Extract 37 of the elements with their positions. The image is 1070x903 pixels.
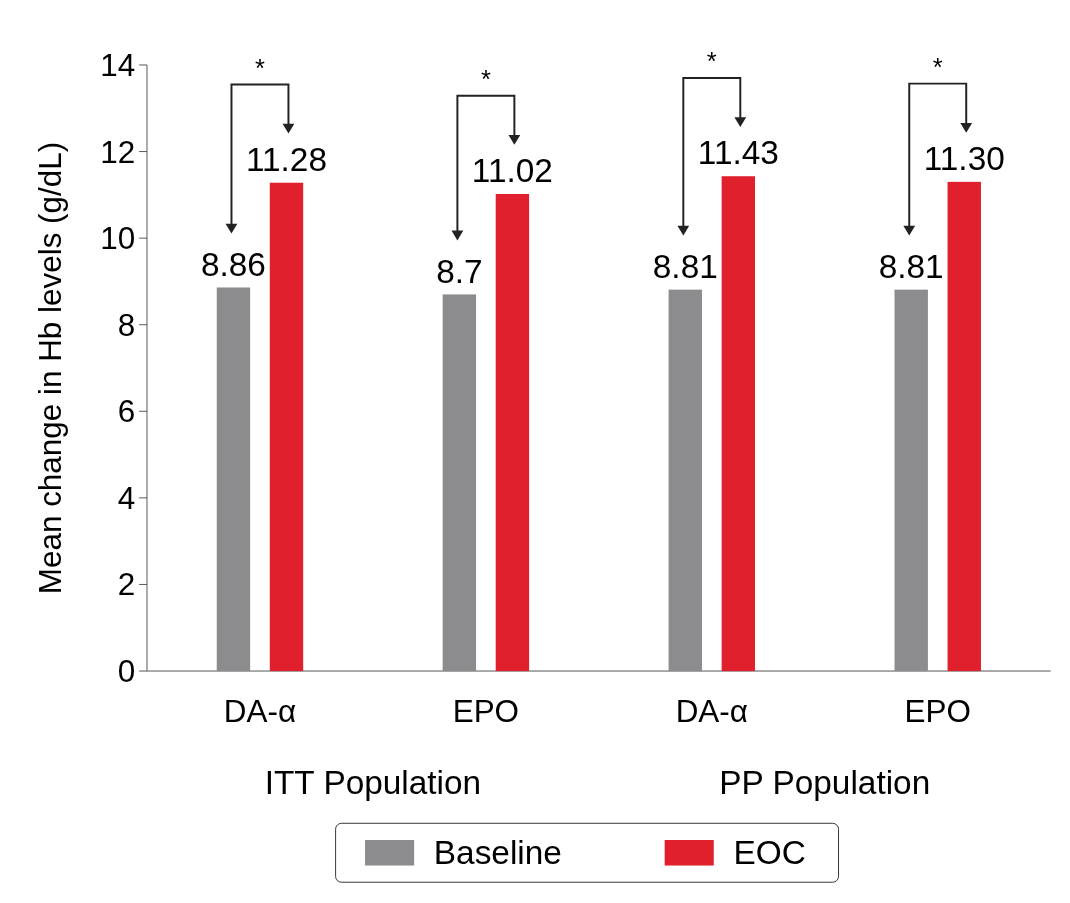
bar: [947, 181, 981, 672]
bar: [894, 289, 928, 672]
bar: [269, 182, 304, 672]
text: ITT Population: [264, 763, 482, 801]
annotation: *: [254, 53, 265, 82]
data-label: 11.02: [471, 152, 553, 190]
legend-label: Baseline: [433, 834, 562, 872]
annotation: *: [480, 64, 491, 93]
y-tick-label: 2: [117, 567, 136, 603]
data-label: 8.81: [878, 247, 944, 285]
y-tick-label: 10: [100, 221, 136, 257]
x-tick-label: EPO: [452, 694, 520, 730]
bar: [216, 287, 251, 672]
data-label: 11.43: [697, 134, 779, 172]
data-label: 11.30: [923, 140, 1005, 178]
bar: [495, 193, 530, 672]
x-tick-label: DA-α: [675, 694, 748, 730]
y-tick-label: 8: [117, 307, 136, 343]
data-label: 11.28: [245, 140, 328, 178]
y-tick-label: 14: [100, 47, 136, 83]
x-tick-label: DA-α: [223, 694, 297, 730]
x-tick-label: EPO: [904, 694, 971, 730]
bar: [721, 176, 756, 672]
bar: [668, 289, 702, 672]
y-axis-title: Mean change in Hb levels (g/dL): [32, 141, 68, 595]
bar: [442, 294, 477, 672]
legend-label: EOC: [733, 834, 806, 872]
annotation: *: [706, 47, 717, 76]
annotation: *: [932, 52, 943, 81]
y-tick-label: 4: [117, 480, 136, 516]
y-tick-label: 0: [117, 654, 136, 690]
data-label: 8.86: [200, 245, 266, 283]
data-label: 8.81: [652, 247, 718, 285]
data-label: 8.7: [436, 252, 483, 290]
y-tick-label: 12: [100, 134, 136, 170]
text: PP Population: [719, 763, 931, 801]
y-tick-label: 6: [117, 394, 136, 430]
